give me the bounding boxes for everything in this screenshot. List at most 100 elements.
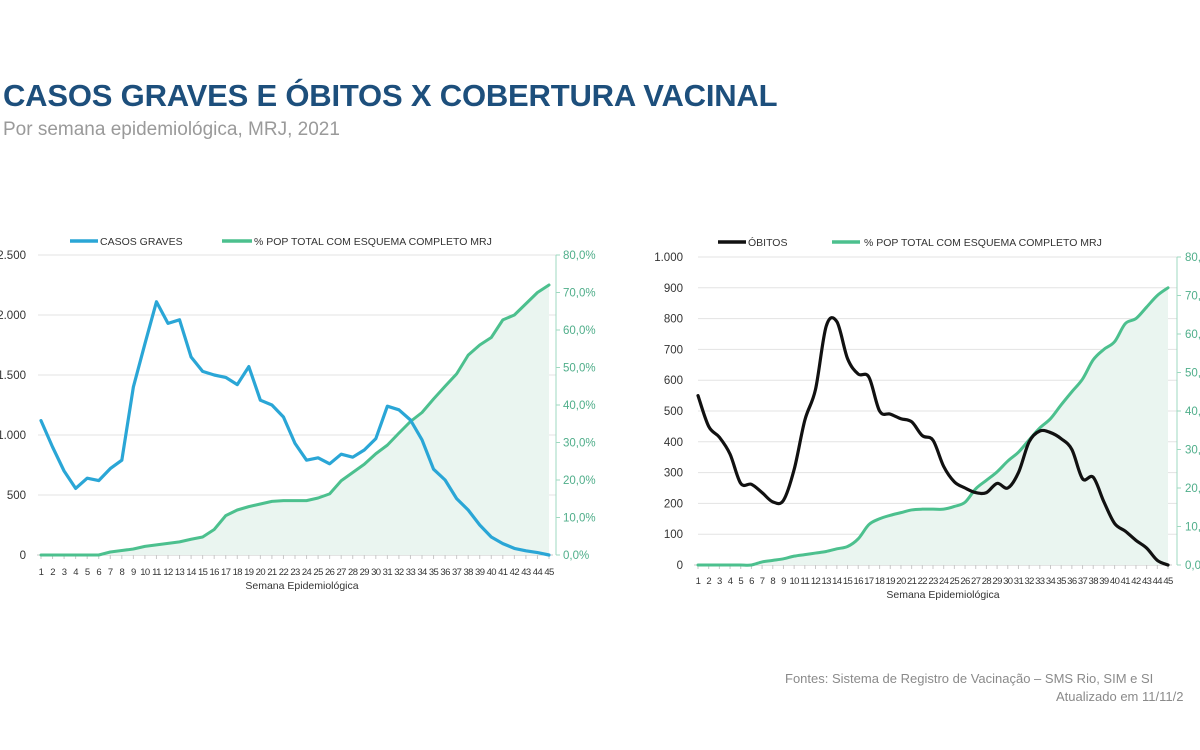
x-tick-label: 18 xyxy=(875,576,885,587)
x-tick-label: 36 xyxy=(440,567,450,578)
x-tick-label: 30 xyxy=(1003,576,1013,587)
y2-tick-label: 60,0% xyxy=(563,325,596,337)
x-tick-label: 8 xyxy=(770,576,775,587)
y-tick-label: 0 xyxy=(677,560,683,572)
x-tick-label: 7 xyxy=(108,567,113,578)
y2-tick-label: 80,0% xyxy=(563,250,596,262)
x-tick-label: 43 xyxy=(521,567,531,578)
y2-tick-label: 40,0% xyxy=(1185,406,1200,418)
x-tick-label: 38 xyxy=(463,567,473,578)
y2-tick-label: 0,0% xyxy=(563,550,589,562)
y-tick-label: 600 xyxy=(664,375,683,387)
x-tick-label: 38 xyxy=(1089,576,1099,587)
x-tick-label: 11 xyxy=(800,576,809,587)
x-axis-title: Semana Epidemiológica xyxy=(245,580,358,592)
y-tick-label: 300 xyxy=(664,468,683,480)
x-tick-label: 29 xyxy=(992,576,1002,587)
legend-label: ÓBITOS xyxy=(748,236,787,249)
x-tick-label: 42 xyxy=(510,567,520,578)
x-tick-label: 13 xyxy=(821,576,831,587)
x-tick-label: 6 xyxy=(96,567,101,578)
x-tick-label: 7 xyxy=(760,576,765,587)
x-tick-label: 21 xyxy=(907,576,917,587)
y-tick-label: 200 xyxy=(664,498,683,510)
x-tick-label: 8 xyxy=(119,567,124,578)
x-tick-label: 10 xyxy=(789,576,799,587)
x-tick-label: 22 xyxy=(279,567,289,578)
x-tick-label: 6 xyxy=(749,576,754,587)
x-tick-label: 33 xyxy=(406,567,416,578)
x-tick-label: 41 xyxy=(498,567,508,578)
y2-tick-label: 70,0% xyxy=(1185,291,1200,303)
x-tick-label: 26 xyxy=(325,567,335,578)
x-tick-label: 11 xyxy=(152,567,161,578)
y-tick-label: 1.000 xyxy=(0,430,26,442)
x-tick-label: 14 xyxy=(832,576,842,587)
x-tick-label: 13 xyxy=(175,567,185,578)
x-tick-label: 22 xyxy=(918,576,928,587)
x-tick-label: 12 xyxy=(811,576,821,587)
y2-tick-label: 40,0% xyxy=(563,400,596,412)
x-tick-label: 3 xyxy=(717,576,722,587)
x-tick-label: 1 xyxy=(39,567,44,578)
x-tick-label: 25 xyxy=(313,567,323,578)
x-tick-label: 4 xyxy=(728,576,733,587)
x-tick-label: 19 xyxy=(244,567,254,578)
updated-note: Atualizado em 11/11/2 xyxy=(1056,689,1184,704)
y-tick-label: 500 xyxy=(7,490,26,502)
x-tick-label: 24 xyxy=(939,576,949,587)
x-tick-label: 27 xyxy=(336,567,346,578)
x-tick-label: 23 xyxy=(928,576,938,587)
vaccination-area xyxy=(698,287,1168,566)
obitos-chart: 0 100 200 300 400 500 600 700 800 900 1.000 0,0% 10,… xyxy=(654,236,1200,601)
x-axis-title: Semana Epidemiológica xyxy=(886,589,999,601)
x-tick-label: 15 xyxy=(843,576,853,587)
x-tick-label: 37 xyxy=(1078,576,1088,587)
x-tick-label: 15 xyxy=(198,567,208,578)
y-tick-label: 2.500 xyxy=(0,250,26,262)
x-tick-label: 4 xyxy=(73,567,78,578)
x-tick-label: 37 xyxy=(452,567,462,578)
x-tick-label: 21 xyxy=(267,567,277,578)
y-tick-label: 1.500 xyxy=(0,370,26,382)
casos-graves-line xyxy=(39,300,551,557)
x-tick-label: 10 xyxy=(140,567,150,578)
x-tick-label: 30 xyxy=(371,567,381,578)
x-tick-label: 40 xyxy=(1110,576,1120,587)
y-tick-label: 500 xyxy=(664,406,683,418)
x-tick-label: 27 xyxy=(971,576,981,587)
x-tick-label: 31 xyxy=(383,567,393,578)
x-tick-label: 12 xyxy=(163,567,173,578)
x-tick-label: 17 xyxy=(864,576,874,587)
x-tick-label: 31 xyxy=(1014,576,1024,587)
x-tick-label: 32 xyxy=(1024,576,1034,587)
x-tick-label: 17 xyxy=(221,567,231,578)
x-tick-label: 5 xyxy=(738,576,743,587)
y2-tick-label: 20,0% xyxy=(1185,483,1200,495)
obitos-line xyxy=(696,316,1170,567)
x-tick-label: 41 xyxy=(1121,576,1131,587)
y2-tick-label: 80,0% xyxy=(1185,252,1200,264)
x-tick-label: 42 xyxy=(1131,576,1141,587)
x-tick-label: 14 xyxy=(186,567,196,578)
x-tick-label: 34 xyxy=(1046,576,1056,587)
x-tick-label: 1 xyxy=(696,576,701,587)
x-tick-label: 39 xyxy=(475,567,485,578)
x-tick-label: 29 xyxy=(360,567,370,578)
page-subtitle: Por semana epidemiológica, MRJ, 2021 xyxy=(3,119,340,140)
x-tick-label: 35 xyxy=(1056,576,1066,587)
x-tick-label: 9 xyxy=(781,576,786,587)
y-tick-label: 100 xyxy=(664,529,683,541)
y-tick-label: 400 xyxy=(664,437,683,449)
x-tick-label: 9 xyxy=(131,567,136,578)
x-tick-label: 45 xyxy=(544,567,554,578)
x-tick-label: 23 xyxy=(290,567,300,578)
x-tick-label: 2 xyxy=(706,576,711,587)
x-tick-label: 5 xyxy=(85,567,90,578)
vaccination-area xyxy=(41,285,549,555)
x-tick-label: 26 xyxy=(960,576,970,587)
casos-graves-chart: 0 500 1.000 1.500 2.000 2.500 0,0% 10,0% 20,0% 30… xyxy=(0,236,596,592)
vaccination-line xyxy=(696,286,1170,567)
y-tick-label: 1.000 xyxy=(654,252,683,264)
y-tick-label: 2.000 xyxy=(0,310,26,322)
